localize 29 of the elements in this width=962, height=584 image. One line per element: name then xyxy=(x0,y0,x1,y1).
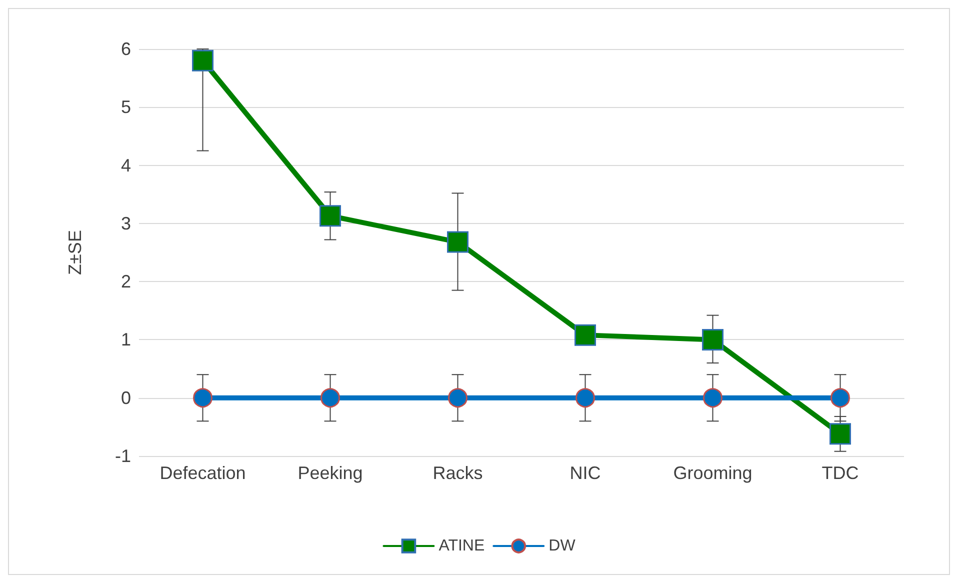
y-axis-title: Z±SE xyxy=(65,230,85,275)
y-tick-label: -1 xyxy=(114,446,131,466)
point xyxy=(448,388,468,408)
point xyxy=(702,328,724,350)
x-tick-label: NIC xyxy=(570,463,601,483)
y-tick-label: 0 xyxy=(120,388,131,408)
legend-label: ATINE xyxy=(438,538,485,554)
y-tick-label: 6 xyxy=(120,39,131,59)
point xyxy=(192,50,214,72)
point xyxy=(193,388,212,408)
x-tick-label: Grooming xyxy=(673,463,752,483)
y-tick-label: 5 xyxy=(120,97,131,118)
x-tick-label: Defecation xyxy=(160,463,246,483)
point xyxy=(703,388,722,408)
point xyxy=(320,205,341,227)
point xyxy=(576,388,595,408)
y-tick-label: 3 xyxy=(120,213,131,234)
x-tick-label: TDC xyxy=(822,463,859,483)
x-tick-label: Racks xyxy=(432,463,483,483)
point xyxy=(830,388,850,408)
point xyxy=(320,388,340,408)
point xyxy=(447,231,468,253)
y-tick-label: 2 xyxy=(120,272,131,292)
x-tick-label: Peeking xyxy=(298,463,363,483)
y-tick-label: 1 xyxy=(120,330,131,350)
point xyxy=(574,324,596,346)
y-tick-label: 4 xyxy=(120,155,131,176)
point xyxy=(830,423,851,445)
legend-label: DW xyxy=(548,538,576,554)
